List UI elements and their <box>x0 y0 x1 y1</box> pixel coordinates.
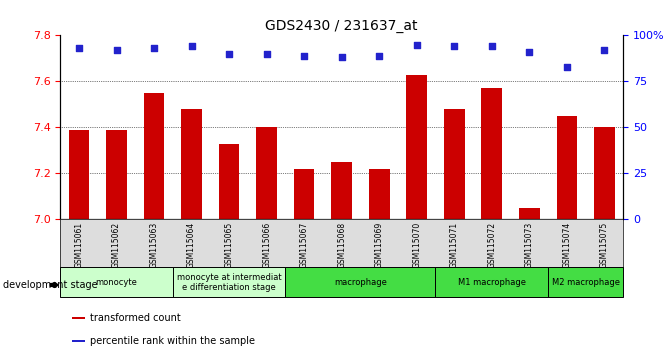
Text: GSM115074: GSM115074 <box>562 222 572 268</box>
Bar <box>294 169 314 219</box>
Bar <box>257 127 277 219</box>
Text: GSM115069: GSM115069 <box>375 222 384 268</box>
Bar <box>173 267 285 297</box>
Text: GSM115067: GSM115067 <box>299 222 309 268</box>
Title: GDS2430 / 231637_at: GDS2430 / 231637_at <box>265 19 418 33</box>
Point <box>599 47 610 53</box>
Point <box>299 53 310 58</box>
Text: M1 macrophage: M1 macrophage <box>458 278 526 287</box>
Bar <box>285 267 436 297</box>
Text: monocyte: monocyte <box>96 278 137 287</box>
Text: GSM115062: GSM115062 <box>112 222 121 268</box>
Text: development stage: development stage <box>3 280 98 290</box>
Bar <box>519 208 539 219</box>
Bar <box>72 339 85 342</box>
Text: GSM115073: GSM115073 <box>525 222 534 268</box>
Point <box>111 47 122 53</box>
Bar <box>594 127 614 219</box>
Point <box>411 42 422 47</box>
Bar <box>144 93 164 219</box>
Bar <box>369 169 389 219</box>
Bar <box>557 116 577 219</box>
Point <box>336 55 347 60</box>
Point <box>186 44 197 49</box>
Text: GSM115064: GSM115064 <box>187 222 196 268</box>
Text: GSM115071: GSM115071 <box>450 222 459 268</box>
Bar <box>436 267 548 297</box>
Text: M2 macrophage: M2 macrophage <box>551 278 620 287</box>
Text: GSM115070: GSM115070 <box>412 222 421 268</box>
Point <box>74 45 84 51</box>
Text: percentile rank within the sample: percentile rank within the sample <box>90 336 255 346</box>
Bar <box>219 144 239 219</box>
Bar <box>332 162 352 219</box>
Text: GSM115068: GSM115068 <box>337 222 346 268</box>
Bar <box>60 267 173 297</box>
Text: monocyte at intermediat
e differentiation stage: monocyte at intermediat e differentiatio… <box>177 273 281 292</box>
Bar <box>107 130 127 219</box>
Bar <box>444 109 464 219</box>
Text: GSM115066: GSM115066 <box>262 222 271 268</box>
Point <box>561 64 572 69</box>
Text: GSM115061: GSM115061 <box>74 222 84 268</box>
Bar <box>482 88 502 219</box>
Point <box>449 44 460 49</box>
Text: transformed count: transformed count <box>90 313 180 323</box>
Bar <box>548 267 623 297</box>
Point <box>524 49 535 55</box>
Point <box>261 51 272 57</box>
Point <box>486 44 497 49</box>
Bar <box>407 75 427 219</box>
Text: GSM115063: GSM115063 <box>149 222 159 268</box>
Bar <box>72 317 85 319</box>
Text: GSM115075: GSM115075 <box>600 222 609 268</box>
Point <box>224 51 234 57</box>
Bar <box>182 109 202 219</box>
Text: GSM115072: GSM115072 <box>487 222 496 268</box>
Point <box>374 53 385 58</box>
Text: GSM115065: GSM115065 <box>224 222 234 268</box>
Text: macrophage: macrophage <box>334 278 387 287</box>
Bar <box>69 130 89 219</box>
Point <box>149 45 159 51</box>
